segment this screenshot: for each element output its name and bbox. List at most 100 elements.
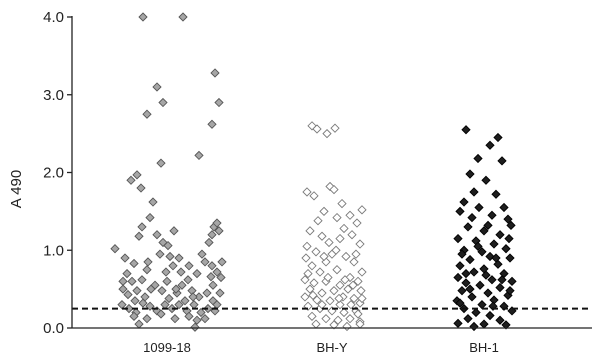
data-point-bh-1: [495, 315, 505, 325]
data-point-1099-18: [178, 12, 188, 22]
data-point-bh-y: [319, 251, 329, 262]
y-tick-label: 0.0: [43, 320, 64, 337]
data-point-1099-18: [184, 311, 194, 321]
data-point-bh-1: [497, 156, 507, 166]
data-point-1099-18: [214, 97, 224, 108]
data-point-bh-y: [300, 292, 310, 302]
data-point-bh-1: [469, 187, 479, 197]
data-point-bh-1: [453, 233, 463, 244]
data-point-bh-y: [332, 212, 342, 223]
data-point-bh-1: [453, 318, 463, 328]
data-point-bh-y: [334, 293, 344, 304]
data-point-bh-y: [321, 314, 331, 324]
data-point-1099-18: [210, 68, 220, 78]
data-point-1099-18: [168, 261, 178, 271]
data-point-bh-1: [495, 230, 505, 240]
data-point-bh-1: [479, 226, 489, 236]
data-point-bh-1: [475, 280, 485, 290]
data-point-1099-18: [126, 175, 136, 185]
data-point-1099-18: [207, 230, 217, 240]
data-point-1099-18: [208, 280, 218, 290]
y-tick-label: 2.0: [43, 165, 64, 182]
y-ticks: 0.0 1.0 2.0 3.0 4.0: [43, 9, 72, 337]
data-point-bh-1: [491, 253, 501, 263]
data-point-bh-1: [465, 284, 475, 294]
data-point-1099-18: [132, 170, 142, 180]
data-point-bh-1: [453, 272, 463, 283]
data-point-bh-y: [342, 321, 352, 332]
data-point-bh-1: [485, 310, 495, 321]
data-point-1099-18: [212, 218, 222, 228]
data-point-bh-y: [335, 280, 345, 290]
data-point-1099-18: [137, 275, 147, 285]
data-point-bh-1: [469, 321, 479, 332]
data-point-1099-18: [189, 300, 199, 310]
data-point-bh-y: [312, 295, 322, 305]
data-point-bh-y: [307, 261, 317, 271]
data-point-bh-y: [325, 296, 335, 306]
data-point-1099-18: [145, 212, 155, 223]
data-point-1099-18: [118, 284, 128, 294]
data-point-1099-18: [118, 276, 128, 286]
data-point-1099-18: [129, 258, 139, 269]
data-point-bh-y: [311, 319, 321, 329]
data-point-bh-y: [339, 223, 349, 234]
data-point-1099-18: [212, 267, 222, 277]
data-point-1099-18: [110, 244, 120, 254]
data-point-bh-y: [324, 237, 334, 248]
data-point-bh-1: [461, 125, 471, 135]
data-point-bh-y: [357, 267, 367, 277]
data-point-1099-18: [155, 249, 165, 259]
data-point-bh-y: [313, 216, 323, 226]
data-point-1099-18: [194, 150, 204, 161]
data-point-bh-1: [491, 189, 501, 199]
data-point-bh-y: [353, 309, 363, 319]
data-point-1099-18: [129, 311, 139, 321]
data-point-bh-1: [497, 275, 507, 285]
data-point-bh-1: [461, 268, 471, 279]
data-point-bh-1: [473, 153, 483, 164]
data-point-bh-1: [467, 212, 477, 223]
data-point-1099-18: [164, 293, 174, 304]
data-point-bh-y: [357, 205, 367, 215]
data-point-1099-18: [143, 257, 153, 267]
data-point-bh-1: [461, 278, 471, 288]
data-point-bh-y: [349, 293, 359, 304]
data-point-bh-y: [309, 278, 319, 288]
data-point-1099-18: [216, 272, 226, 283]
data-point-bh-y: [337, 198, 347, 209]
data-point-1099-18: [183, 275, 193, 285]
data-point-bh-1: [505, 253, 515, 263]
data-point-bh-y: [357, 293, 367, 304]
data-point-bh-y: [317, 231, 327, 241]
data-point-bh-1: [501, 244, 511, 254]
data-point-1099-18: [134, 231, 144, 241]
data-point-bh-y: [317, 288, 327, 298]
data-point-1099-18: [190, 322, 200, 332]
data-point-1099-18: [148, 197, 158, 207]
data-point-1099-18: [174, 300, 184, 310]
data-point-bh-y: [335, 233, 345, 244]
data-point-bh-y: [331, 245, 341, 255]
data-point-bh-1: [465, 169, 475, 179]
data-point-1099-18: [192, 315, 202, 325]
data-point-bh-1: [493, 132, 503, 143]
data-point-1099-18: [197, 249, 207, 259]
data-point-bh-y: [351, 249, 361, 259]
data-point-bh-y: [343, 284, 353, 294]
data-point-bh-1: [489, 239, 499, 249]
data-point-1099-18: [142, 109, 152, 119]
data-point-bh-1: [469, 267, 479, 277]
data-point-bh-y: [347, 230, 357, 240]
data-point-bh-1: [463, 222, 473, 232]
data-point-bh-1: [455, 298, 465, 308]
data-point-bh-1: [481, 270, 491, 280]
data-point-1099-18: [136, 183, 146, 193]
data-point-1099-18: [142, 314, 152, 324]
data-point-bh-y: [329, 320, 339, 330]
data-point-bh-1: [483, 220, 493, 231]
x-category-label: BH-Y: [316, 340, 347, 355]
data-point-bh-y: [315, 267, 325, 277]
data-point-1099-18: [158, 97, 168, 108]
